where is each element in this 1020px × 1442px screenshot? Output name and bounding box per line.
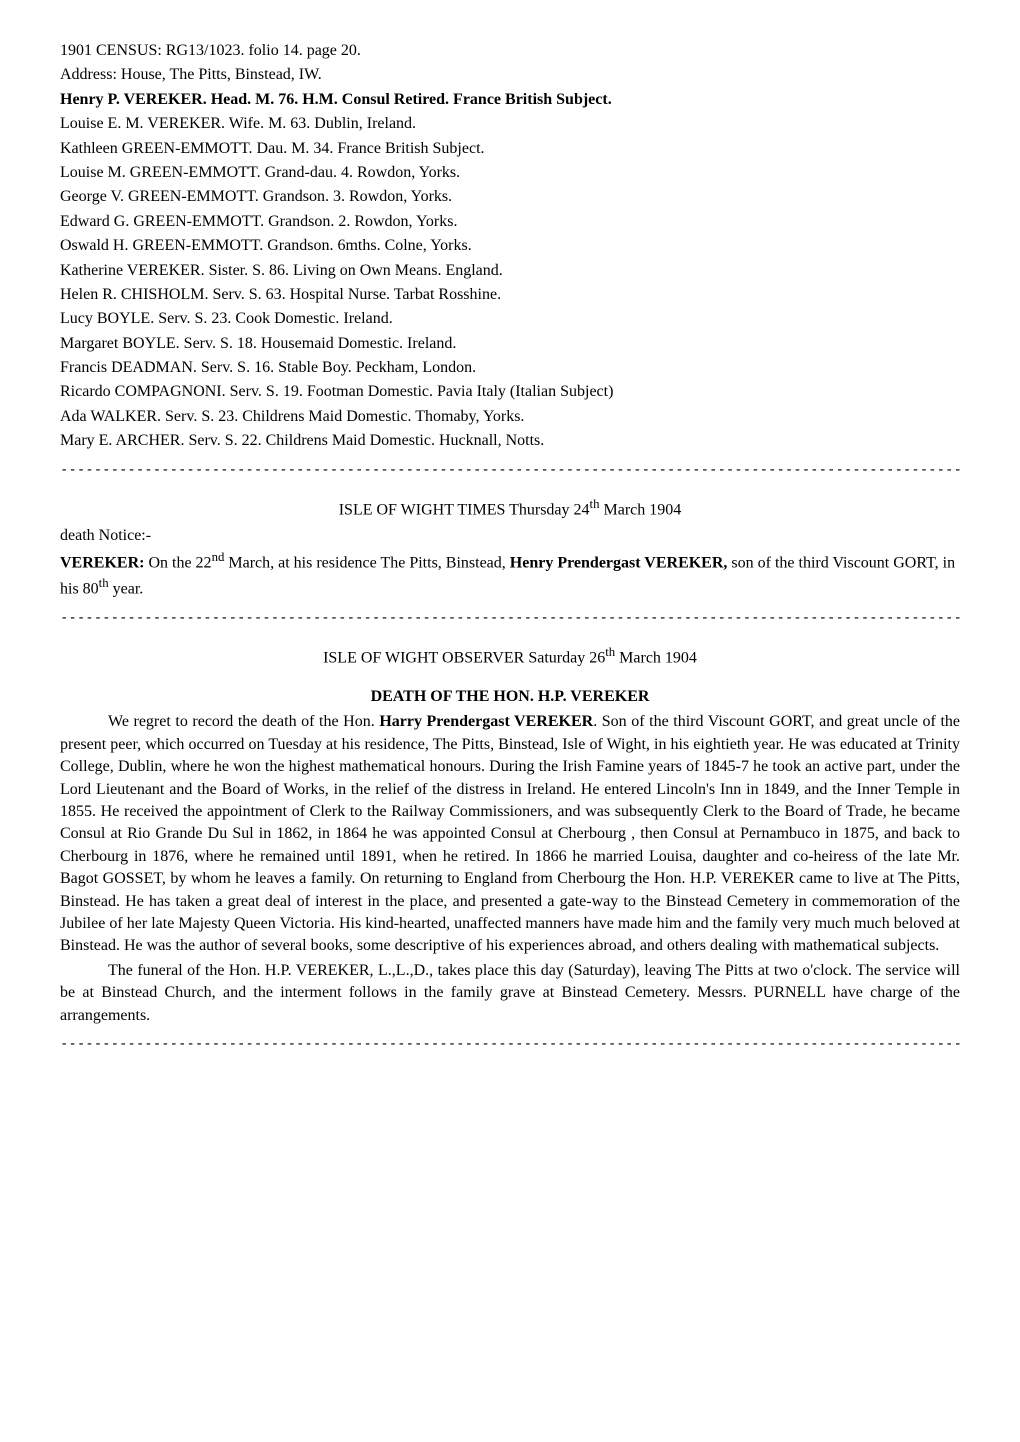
observer-header-pre: ISLE OF WIGHT OBSERVER Saturday 26	[323, 650, 605, 667]
times-header-post: March 1904	[600, 502, 682, 519]
times-header-pre: ISLE OF WIGHT TIMES Thursday 24	[339, 502, 590, 519]
census-line-2: Address: House, The Pitts, Binstead, IW.	[60, 64, 960, 86]
person-row: Kathleen GREEN-EMMOTT. Dau. M. 34. Franc…	[60, 138, 960, 160]
observer-header-post: March 1904	[615, 650, 697, 667]
person-row: Ada WALKER. Serv. S. 23. Childrens Maid …	[60, 406, 960, 428]
person-row: George V. GREEN-EMMOTT. Grandson. 3. Row…	[60, 186, 960, 208]
person-row: Margaret BOYLE. Serv. S. 18. Housemaid D…	[60, 333, 960, 355]
person-row: Louise E. M. VEREKER. Wife. M. 63. Dubli…	[60, 113, 960, 135]
vereker-text-1: On the 22	[144, 555, 211, 572]
divider-1: ----------------------------------------…	[60, 461, 960, 481]
person-row: Ricardo COMPAGNONI. Serv. S. 19. Footman…	[60, 381, 960, 403]
body1-post: . Son of the third Viscount GORT, and gr…	[60, 713, 960, 954]
person-row: Louise M. GREEN-EMMOTT. Grand-dau. 4. Ro…	[60, 162, 960, 184]
body-paragraph-1: We regret to record the death of the Hon…	[60, 711, 960, 957]
person-row: Helen R. CHISHOLM. Serv. S. 63. Hospital…	[60, 284, 960, 306]
death-notice-label: death Notice:-	[60, 525, 960, 547]
body1-pre: We regret to record the death of the Hon…	[108, 713, 379, 730]
vereker-sup-1: nd	[212, 550, 225, 564]
person-row: Katherine VEREKER. Sister. S. 86. Living…	[60, 260, 960, 282]
times-header-sup: th	[590, 497, 600, 511]
vereker-text-2: March, at his residence The Pitts, Binst…	[224, 555, 509, 572]
times-header: ISLE OF WIGHT TIMES Thursday 24th March …	[60, 496, 960, 522]
body1-bold: Harry Prendergast VEREKER	[379, 713, 593, 730]
person-row: Mary E. ARCHER. Serv. S. 22. Childrens M…	[60, 430, 960, 452]
vereker-bold-1: VEREKER:	[60, 555, 144, 572]
vereker-bold-2: Henry Prendergast VEREKER,	[510, 555, 728, 572]
observer-header-sup: th	[605, 645, 615, 659]
vereker-text-4: year.	[109, 580, 144, 597]
death-title: DEATH OF THE HON. H.P. VEREKER	[60, 686, 960, 708]
divider-2: ----------------------------------------…	[60, 609, 960, 629]
person-row: Lucy BOYLE. Serv. S. 23. Cook Domestic. …	[60, 308, 960, 330]
census-line-1: 1901 CENSUS: RG13/1023. folio 14. page 2…	[60, 40, 960, 62]
vereker-notice: VEREKER: On the 22nd March, at his resid…	[60, 549, 960, 600]
divider-3: ----------------------------------------…	[60, 1035, 960, 1055]
body-paragraph-2: The funeral of the Hon. H.P. VEREKER, L.…	[60, 960, 960, 1027]
observer-header: ISLE OF WIGHT OBSERVER Saturday 26th Mar…	[60, 644, 960, 670]
head-person: Henry P. VEREKER. Head. M. 76. H.M. Cons…	[60, 89, 960, 111]
person-row: Oswald H. GREEN-EMMOTT. Grandson. 6mths.…	[60, 235, 960, 257]
vereker-sup-2: th	[99, 576, 109, 590]
person-row: Francis DEADMAN. Serv. S. 16. Stable Boy…	[60, 357, 960, 379]
person-row: Edward G. GREEN-EMMOTT. Grandson. 2. Row…	[60, 211, 960, 233]
persons-list: Louise E. M. VEREKER. Wife. M. 63. Dubli…	[60, 113, 960, 452]
